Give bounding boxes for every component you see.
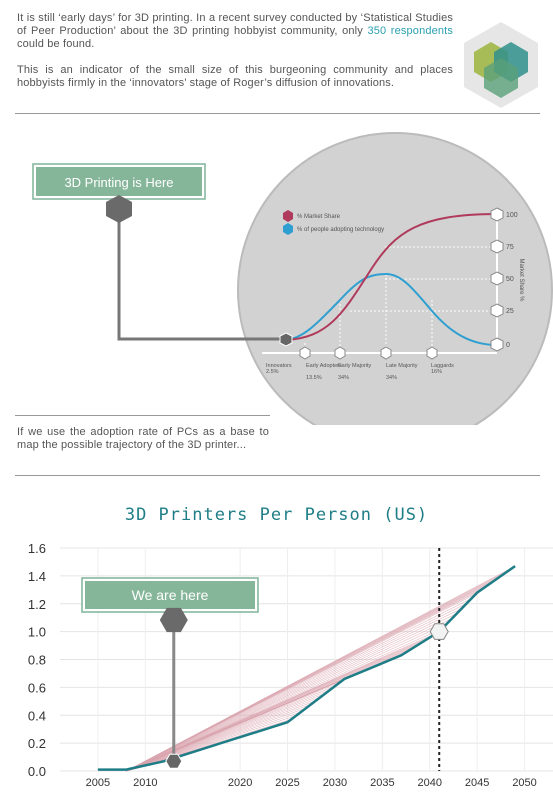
stage-pct: 34%: [386, 375, 397, 381]
area-fill-ray: [126, 628, 443, 772]
y-tick-label: 25: [506, 308, 514, 315]
area-fill-ray: [126, 613, 457, 772]
adoption-y-tick-labels: 100 75 50 25 0: [506, 212, 518, 349]
section-divider: [15, 415, 270, 416]
market-share-curve: [285, 213, 498, 341]
area-fill-ray: [126, 623, 448, 772]
here-banner: [36, 167, 202, 196]
intro-paragraph-1: It is still ‘early days’ for 3D printing…: [17, 12, 453, 51]
area-fill-ray: [126, 598, 472, 772]
intro-text-part: could be found.: [17, 38, 95, 50]
y-tick-label: 50: [506, 276, 514, 283]
area-fill-ray: [126, 608, 462, 772]
y-tick-label: 0.8: [28, 653, 46, 668]
banner-hexagon-icon: [159, 607, 188, 633]
here-connector-line: [117, 220, 286, 341]
adoption-legend: % Market Share % of people adopting tech…: [283, 210, 384, 235]
x-tick-label: 2050: [512, 777, 536, 789]
chart-y-tick-labels: 0.0 0.2 0.4 0.6 0.8 1.0 1.2 1.4 1.6: [28, 541, 46, 779]
y-tick-label: 0.2: [28, 736, 46, 751]
adoption-curve-diagram: 100 75 50 25 0 Market Share % % Market S…: [32, 132, 553, 425]
hexagon-logo-icon: [464, 22, 538, 108]
x-tick-label: 2005: [86, 777, 110, 789]
stage-name: Early Adopters: [306, 363, 342, 369]
y-tick-label: 1.6: [28, 541, 46, 556]
x-tick-label: 2030: [323, 777, 347, 789]
area-fill-ray: [126, 618, 453, 772]
area-fill-ray: [126, 632, 438, 772]
banner-hexagon-icon: [106, 195, 132, 223]
section-divider: [15, 475, 540, 476]
intro-paragraph-2: This is an indicator of the small size o…: [17, 64, 453, 89]
stage-pct: 2.5%: [266, 369, 279, 375]
y-tick-label: 100: [506, 212, 518, 219]
adoption-y-axis-label: Market Share %: [518, 258, 524, 302]
future-marker-hexagon: [429, 623, 449, 640]
section-divider: [15, 113, 540, 114]
area-fill-ray: [126, 565, 516, 772]
chart-series-line: [97, 565, 516, 771]
legend-adopting: % of people adopting technology: [297, 227, 384, 233]
intro-text-part: It is still ‘early days’ for 3D printing…: [17, 12, 453, 37]
here-banner-label: 3D Printing is Here: [64, 175, 173, 190]
now-marker-hexagon: [165, 753, 183, 769]
y-tick-label: 1.2: [28, 597, 46, 612]
chart-title: 3D Printers Per Person (US): [124, 505, 429, 525]
y-tick-label: 0.0: [28, 764, 46, 779]
chart-x-tick-labels: 2005 2010 2020 2025 2030 2035 2040 2045 2050: [86, 777, 537, 789]
market-share-legend-icon: [283, 210, 293, 222]
stage-pct: 16%: [431, 369, 442, 375]
chart-gridlines: [60, 547, 553, 772]
pc-adoption-text: If we use the adoption rate of PCs as a …: [17, 426, 269, 451]
adoption-gridlines: [304, 246, 497, 353]
y-tick-label: 1.0: [28, 625, 46, 640]
area-fill-ray: [126, 603, 467, 772]
x-tick-label: 2035: [370, 777, 394, 789]
we-are-here-label: We are here: [132, 587, 209, 603]
adopting-curve: [285, 272, 498, 346]
respondents-highlight: 350 respondents: [367, 25, 454, 37]
stage-name: Early Majority: [338, 363, 372, 369]
stage-pct: 13.5%: [306, 375, 322, 381]
stage-hexagons: [299, 346, 438, 360]
y-tick-hexagons: [490, 207, 504, 352]
adopting-legend-icon: [283, 223, 293, 235]
stage-labels: Innovators 2.5% Early Adopters 13.5% Ear…: [266, 363, 454, 381]
area-fill-ray: [126, 707, 307, 772]
stage-name: Late Majority: [386, 363, 418, 369]
legend-market-share: % Market Share: [297, 214, 341, 220]
we-are-here-banner: [85, 581, 255, 609]
x-tick-label: 2040: [418, 777, 442, 789]
y-tick-label: 0: [506, 342, 510, 349]
x-tick-label: 2020: [228, 777, 252, 789]
stage-name: Innovators: [266, 363, 292, 369]
innovators-marker-hexagon: [279, 332, 293, 347]
area-fill-ray: [126, 715, 297, 772]
x-tick-label: 2025: [275, 777, 299, 789]
y-tick-label: 75: [506, 244, 514, 251]
y-tick-label: 1.4: [28, 569, 46, 584]
y-tick-label: 0.6: [28, 680, 46, 695]
stage-name: Laggards: [431, 363, 454, 369]
y-tick-label: 0.4: [28, 708, 46, 723]
stage-pct: 34%: [338, 375, 349, 381]
x-tick-label: 2010: [133, 777, 157, 789]
intro-text: It is still ‘early days’ for 3D printing…: [17, 12, 453, 103]
x-tick-label: 2045: [465, 777, 489, 789]
area-fill-ray: [126, 711, 302, 772]
printers-per-person-chart: We are here 0.00.20.40.60.81.01.21.41.6 …: [28, 541, 553, 789]
